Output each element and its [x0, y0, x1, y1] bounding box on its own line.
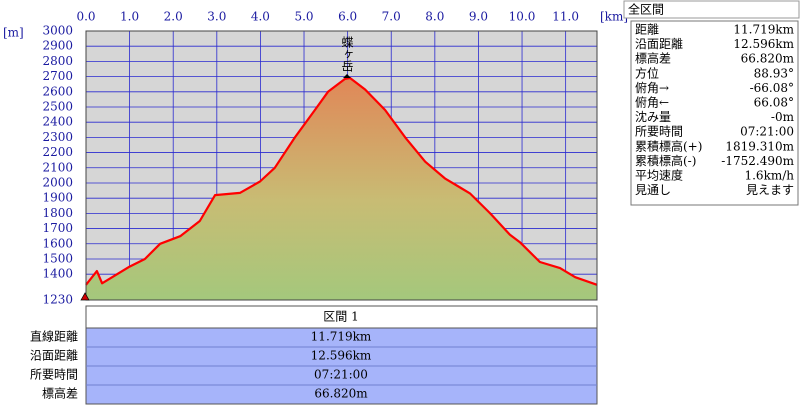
y-tick-label: 2900 [42, 39, 73, 53]
summary-value: 88.93° [754, 66, 794, 80]
summary-label: 累積標高(-) [635, 153, 696, 168]
y-tick-label: 1800 [42, 206, 73, 220]
y-tick-label: 3000 [42, 24, 73, 38]
section-rows: 直線距離 11.719km 沿面距離 12.596km 所要時間 07:21:00 標高差 6… [30, 329, 597, 401]
summary-label: 標高差 [635, 51, 671, 66]
y-unit: [m] [3, 26, 24, 40]
y-tick-label: 1700 [42, 221, 73, 235]
summary-value: -1752.490m [721, 154, 794, 168]
area [86, 78, 597, 300]
y-tick-label: 1900 [42, 191, 73, 205]
section-label: 標高差 [42, 386, 78, 401]
y-tick-label: 2700 [42, 69, 73, 83]
summary-box [630, 20, 799, 206]
section-value: 11.719km [311, 330, 372, 344]
x-tick-label: 5.0 [294, 10, 313, 24]
y-tick-label: 1400 [42, 267, 73, 281]
summary-label: 沿面距離 [635, 37, 683, 51]
summary-label: 見通し [635, 183, 671, 197]
summary-title: 全区間 [628, 2, 664, 17]
x-unit: [km] [600, 10, 628, 24]
y-tick-label: 2300 [42, 130, 73, 144]
summary-label: 平均速度 [635, 168, 683, 183]
plot-frame [85, 30, 598, 301]
section-value: 66.820m [314, 387, 368, 401]
x-tick-label: 2.0 [164, 10, 183, 24]
x-tick-label: 0.0 [76, 10, 95, 24]
x-tick-label: 6.0 [338, 10, 357, 24]
section-value: 07:21:00 [314, 368, 368, 382]
summary-label: 所要時間 [635, 125, 683, 139]
y-tick-label: 2400 [42, 115, 73, 129]
section-title: 区間 1 [323, 310, 358, 324]
y-tick-label: 2500 [42, 99, 73, 113]
section-label: 直線距離 [30, 329, 78, 344]
peak-label: 蝶ヶ岳 [340, 35, 354, 72]
summary-label: 俯角→ [635, 80, 669, 95]
summary-value: 1819.310m [725, 139, 794, 153]
summary-value: 07:21:00 [740, 125, 794, 139]
x-tick-label: 10.0 [509, 10, 536, 24]
summary-value: 12.596km [733, 37, 794, 51]
summary-value: -0m [771, 110, 795, 124]
y-tick-label: 1600 [42, 236, 73, 250]
y-tick-label: 2200 [42, 145, 73, 159]
x-tick-label: 1.0 [120, 10, 139, 24]
line [85, 77, 598, 286]
peak-marker [343, 74, 351, 78]
plot [85, 77, 598, 300]
section-label: 所要時間 [30, 368, 78, 382]
summary-value: 1.6km/h [744, 169, 794, 183]
x-tick-label: 9.0 [469, 10, 488, 24]
y-tick-label: 2800 [42, 54, 73, 68]
section-label: 沿面距離 [30, 349, 78, 363]
x-tick-label: 11.0 [552, 10, 579, 24]
summary-label: 沈み量 [635, 109, 671, 124]
start-marker [80, 292, 90, 301]
summary-rows: 距離 11.719km 沿面距離 12.596km 標高差 66.820m 方位 88.93°… [635, 23, 795, 198]
summary-label: 距離 [635, 23, 659, 37]
summary-label: 累積標高(+) [635, 138, 702, 153]
summary-value: 66.08° [754, 96, 794, 110]
summary-value: 見えます [746, 183, 794, 197]
y-tick-label: 1500 [42, 251, 73, 265]
x-tick-label: 4.0 [251, 10, 270, 24]
x-tick-label: 8.0 [425, 10, 444, 24]
y-tick-label: 1230 [42, 293, 73, 307]
summary-label: 方位 [635, 65, 659, 80]
summary-header [623, 0, 800, 19]
summary-value: 66.820m [741, 52, 795, 66]
summary-value: 11.719km [733, 23, 794, 37]
summary-label: 俯角← [635, 95, 669, 110]
section-value: 12.596km [311, 349, 372, 363]
summary-value: -66.08° [750, 81, 794, 95]
x-tick-label: 3.0 [207, 10, 226, 24]
y-tick-label: 2600 [42, 84, 73, 98]
y-tick-label: 2000 [42, 175, 73, 189]
y-tick-label: 2100 [42, 160, 73, 174]
x-tick-label: 7.0 [382, 10, 401, 24]
